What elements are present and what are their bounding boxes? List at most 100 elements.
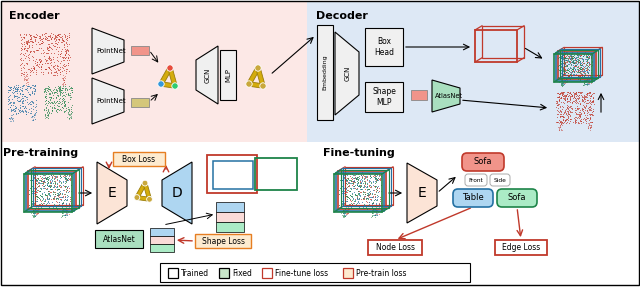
- Point: [554, 55, 564, 60]
- Point: [43, 192, 53, 196]
- Point: [61, 185, 72, 190]
- Point: [24, 107, 34, 111]
- Point: [347, 179, 357, 183]
- Point: [552, 101, 563, 105]
- Point: [46, 95, 56, 100]
- Point: [52, 187, 63, 192]
- Point: [567, 100, 577, 105]
- Point: [346, 194, 356, 198]
- Point: [352, 182, 362, 187]
- Point: [561, 62, 571, 67]
- Point: [573, 53, 584, 58]
- Point: [11, 94, 21, 98]
- Point: [559, 67, 570, 71]
- Point: [338, 181, 348, 186]
- Point: [567, 55, 577, 60]
- Point: [52, 58, 63, 63]
- Point: [583, 121, 593, 126]
- Point: [40, 37, 51, 42]
- Point: [55, 175, 65, 180]
- Point: [38, 199, 49, 203]
- Point: [346, 177, 356, 182]
- Point: [577, 65, 587, 70]
- Point: [10, 108, 20, 113]
- Point: [586, 104, 596, 109]
- Point: [340, 214, 350, 219]
- Point: [340, 189, 351, 194]
- Point: [563, 58, 573, 62]
- Point: [585, 124, 595, 129]
- Point: [372, 210, 383, 215]
- Point: [371, 204, 381, 209]
- Point: [552, 112, 563, 117]
- Point: [49, 181, 60, 186]
- Point: [586, 69, 596, 74]
- Point: [44, 66, 54, 70]
- Point: [573, 74, 583, 79]
- Point: [583, 67, 593, 72]
- Point: [49, 55, 59, 60]
- Point: [38, 179, 49, 183]
- Point: [36, 64, 46, 69]
- Point: [60, 56, 70, 61]
- Point: [553, 106, 563, 110]
- Point: [47, 172, 58, 177]
- Point: [552, 120, 562, 125]
- Point: [60, 206, 70, 211]
- Point: [44, 108, 54, 113]
- Point: [356, 172, 366, 177]
- Point: [586, 51, 596, 55]
- Point: [574, 56, 584, 61]
- Point: [586, 93, 596, 98]
- Point: [29, 210, 40, 214]
- Point: [58, 91, 68, 96]
- Point: [33, 181, 44, 185]
- Point: [370, 181, 380, 185]
- Point: [580, 63, 591, 68]
- Point: [553, 56, 563, 61]
- Point: [560, 55, 570, 60]
- Point: [50, 192, 60, 197]
- Point: [562, 70, 572, 75]
- Point: [353, 174, 364, 179]
- Point: [582, 57, 592, 61]
- Point: [575, 60, 586, 65]
- Point: [362, 184, 372, 189]
- Point: [558, 53, 568, 57]
- Point: [21, 106, 31, 111]
- Point: [566, 56, 576, 61]
- Point: [577, 72, 588, 76]
- Point: [374, 172, 384, 177]
- Point: [368, 195, 378, 199]
- Point: [345, 172, 355, 176]
- Point: [60, 209, 70, 214]
- Point: [46, 37, 56, 41]
- Point: [554, 95, 564, 99]
- Point: [346, 203, 356, 207]
- Point: [568, 96, 578, 101]
- Point: [350, 174, 360, 179]
- Point: [369, 203, 379, 208]
- Point: [45, 178, 56, 183]
- Point: [583, 75, 593, 79]
- Point: [29, 172, 39, 177]
- Point: [585, 98, 595, 103]
- Point: [561, 64, 571, 69]
- Point: [371, 189, 381, 194]
- Point: [58, 38, 68, 42]
- Point: [38, 70, 48, 75]
- Point: [36, 41, 47, 46]
- Point: [575, 67, 586, 71]
- Point: [55, 65, 65, 69]
- Point: [15, 32, 26, 37]
- Point: [33, 208, 44, 212]
- Point: [58, 76, 68, 81]
- Point: [46, 88, 56, 93]
- Point: [58, 73, 68, 78]
- Point: [352, 187, 362, 191]
- Point: [364, 200, 374, 205]
- Point: [6, 115, 16, 119]
- Point: [557, 53, 568, 57]
- Point: [32, 189, 42, 194]
- Point: [362, 185, 372, 189]
